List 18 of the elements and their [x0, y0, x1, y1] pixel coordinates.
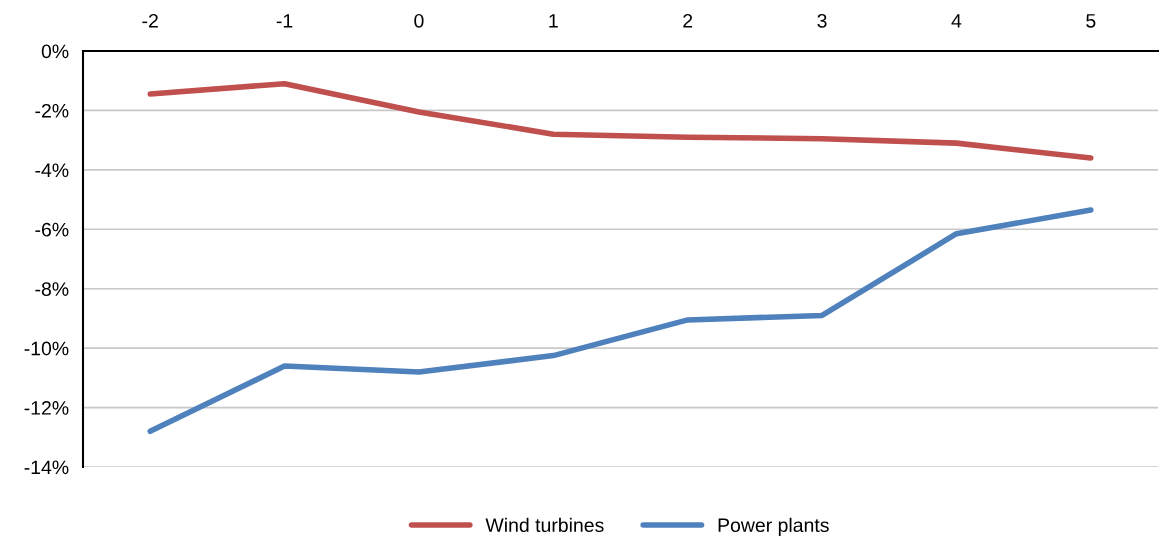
y-tick-label: 0%	[41, 44, 69, 59]
y-tick-label: -4%	[35, 163, 69, 178]
x-tick-label: 5	[1086, 14, 1096, 28]
legend-label: Wind turbines	[485, 517, 604, 533]
y-tick-label: -12%	[24, 401, 69, 415]
y-tick-label: -14%	[24, 460, 69, 475]
y-tick-label: -8%	[35, 282, 69, 296]
x-tick-label: 3	[817, 13, 827, 28]
x-tick-label: 4	[951, 14, 962, 28]
x-tick-label: -2	[142, 13, 158, 28]
x-tick-label: 0	[414, 13, 424, 28]
x-tick-label: -1	[276, 14, 293, 28]
legend-label: Power plants	[718, 517, 829, 536]
y-tick-label: -2%	[35, 103, 69, 118]
x-tick-label: 1	[549, 14, 558, 28]
y-tick-label: -6%	[35, 222, 69, 237]
y-tick-label: -10%	[24, 341, 69, 356]
x-tick-label: 2	[683, 13, 693, 28]
